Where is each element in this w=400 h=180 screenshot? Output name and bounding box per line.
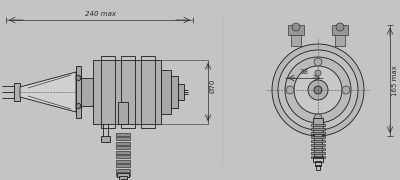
Circle shape — [76, 103, 81, 109]
Circle shape — [314, 114, 322, 122]
Circle shape — [342, 86, 350, 94]
Bar — [116, 168, 130, 172]
Bar — [116, 137, 130, 140]
Bar — [291, 32, 301, 46]
Circle shape — [336, 23, 344, 31]
Bar — [118, 102, 128, 124]
Bar — [116, 164, 130, 167]
Circle shape — [314, 86, 322, 94]
Bar — [116, 159, 130, 163]
Bar — [116, 173, 130, 176]
Bar — [311, 127, 325, 130]
Bar — [101, 56, 115, 128]
Text: 165 max: 165 max — [392, 65, 398, 96]
Bar — [116, 155, 130, 158]
Bar — [332, 25, 348, 35]
Bar — [313, 157, 323, 162]
Circle shape — [292, 23, 300, 31]
Bar — [119, 176, 127, 180]
Text: 240 max: 240 max — [84, 11, 116, 17]
Bar — [311, 143, 325, 146]
Circle shape — [278, 50, 358, 130]
Bar — [315, 161, 321, 166]
Circle shape — [286, 86, 294, 94]
Bar — [288, 25, 304, 35]
Bar — [161, 70, 171, 114]
Text: Ø70: Ø70 — [210, 79, 216, 93]
Bar — [116, 146, 130, 149]
Bar — [171, 76, 178, 108]
Bar — [314, 134, 322, 158]
Bar — [311, 140, 325, 142]
Bar — [311, 147, 325, 150]
Bar — [14, 83, 20, 101]
Circle shape — [314, 58, 322, 66]
Circle shape — [76, 75, 81, 80]
Circle shape — [315, 70, 321, 76]
Circle shape — [308, 80, 328, 100]
Bar — [76, 66, 81, 118]
Bar — [313, 118, 323, 136]
Bar — [335, 32, 345, 46]
Circle shape — [272, 44, 364, 136]
Bar — [311, 136, 325, 138]
Bar — [311, 132, 325, 134]
Bar — [311, 156, 325, 158]
Bar — [121, 56, 135, 128]
Bar — [311, 123, 325, 126]
Bar — [101, 136, 110, 142]
Bar — [178, 84, 184, 100]
Bar — [311, 152, 325, 154]
Bar — [93, 60, 161, 124]
Bar — [116, 141, 130, 145]
Bar — [116, 150, 130, 154]
Circle shape — [294, 66, 342, 114]
Polygon shape — [20, 72, 76, 112]
Bar — [117, 173, 129, 177]
Bar — [141, 56, 155, 128]
Bar — [81, 78, 93, 106]
Bar — [116, 132, 130, 136]
Text: 38: 38 — [300, 69, 308, 75]
Bar — [121, 179, 127, 180]
Circle shape — [285, 57, 351, 123]
Bar — [316, 165, 320, 170]
